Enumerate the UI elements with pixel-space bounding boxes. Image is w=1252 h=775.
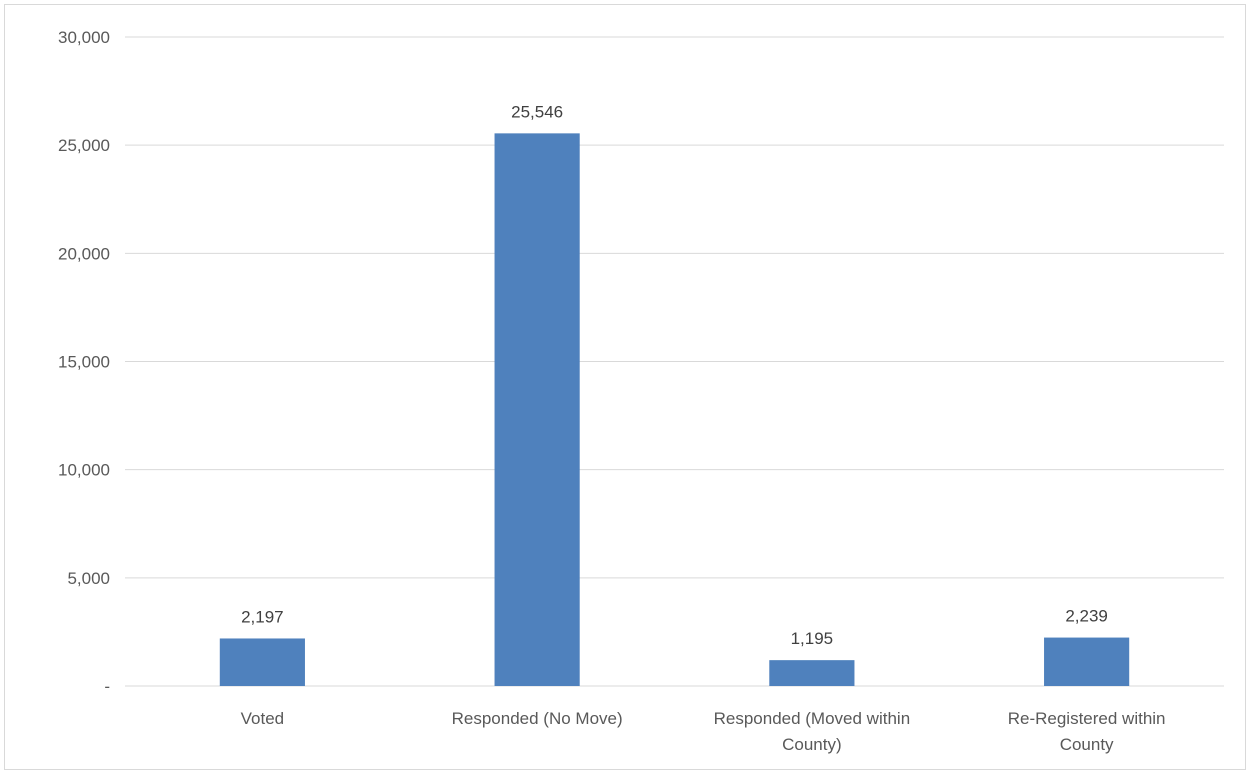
- x-tick-label: County): [782, 735, 842, 754]
- y-tick-label: 15,000: [58, 353, 110, 372]
- bar: [494, 133, 580, 687]
- chart-frame: [4, 4, 1246, 770]
- y-tick-label: 30,000: [58, 28, 110, 47]
- y-tick-label: 5,000: [67, 569, 110, 588]
- bars: [219, 133, 1130, 687]
- y-axis-tick-labels: - 5,000 10,000 15,000 20,000 25,000 30,000: [58, 28, 110, 696]
- data-label: 2,197: [241, 607, 284, 626]
- data-label: 2,239: [1065, 607, 1108, 626]
- x-tick-label: Voted: [241, 709, 285, 728]
- data-labels: 2,197 25,546 1,195 2,239: [241, 102, 1108, 648]
- y-tick-label: 25,000: [58, 136, 110, 155]
- x-tick-label: County: [1060, 735, 1114, 754]
- gridlines: [125, 36, 1224, 687]
- bar: [1044, 637, 1130, 686]
- data-label: 25,546: [511, 102, 563, 121]
- x-tick-label: Responded (No Move): [452, 709, 623, 728]
- category-labels: Voted Responded (No Move) Responded (Moved…: [241, 709, 1166, 754]
- bar: [769, 660, 855, 686]
- y-tick-label: 10,000: [58, 461, 110, 480]
- y-tick-label: 20,000: [58, 244, 110, 263]
- y-tick-label: -: [104, 677, 110, 696]
- x-tick-label: Responded (Moved within: [714, 709, 911, 728]
- x-tick-label: Re-Registered within: [1008, 709, 1166, 728]
- data-label: 1,195: [791, 629, 834, 648]
- bar: [219, 638, 305, 686]
